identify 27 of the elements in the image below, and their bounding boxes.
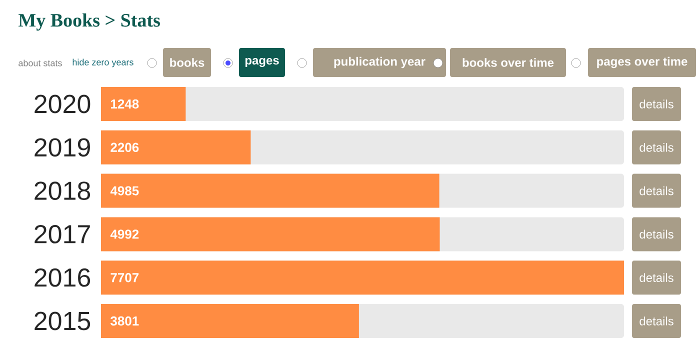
data-label: 4985 xyxy=(110,186,139,196)
y-tick-label: 2017 xyxy=(34,224,90,244)
y-tick-label: 2019 xyxy=(34,138,90,157)
chart-title: My Books > Stats xyxy=(18,13,160,31)
text: hide zero years xyxy=(72,58,134,68)
text: about stats xyxy=(18,60,62,66)
text: pages xyxy=(245,58,279,67)
text: books xyxy=(170,58,204,67)
text: details xyxy=(640,100,674,108)
y-tick-label: 2018 xyxy=(34,182,90,200)
y-tick-label: 2016 xyxy=(34,268,90,287)
text: books over time xyxy=(462,58,554,67)
y-tick-label: 2020 xyxy=(34,94,90,114)
text: details xyxy=(640,186,674,196)
y-tick-label: 2015 xyxy=(34,312,90,330)
text: publication year xyxy=(334,56,426,68)
data-label: 2206 xyxy=(110,142,139,152)
data-label: 7707 xyxy=(110,273,139,282)
text: details xyxy=(640,230,674,239)
data-label: 4992 xyxy=(110,230,139,239)
text: details xyxy=(640,316,674,326)
text: details xyxy=(640,142,674,152)
text: pages over time xyxy=(597,56,688,68)
bar xyxy=(101,87,186,122)
text: details xyxy=(640,273,674,282)
data-label: 3801 xyxy=(110,316,139,326)
data-label: 1248 xyxy=(111,99,139,109)
